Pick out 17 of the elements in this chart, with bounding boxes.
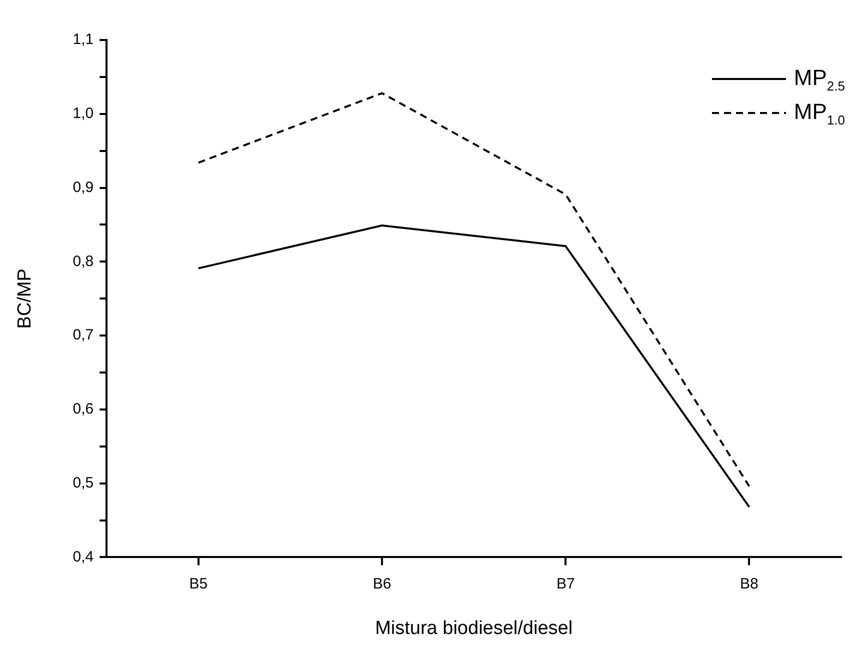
y-axis-title: BC/MP — [14, 268, 36, 329]
x-tick-label: B6 — [372, 575, 392, 592]
y-tick-label: 0,8 — [72, 252, 94, 270]
x-axis-title: Mistura biodiesel/diesel — [375, 618, 573, 639]
x-tick-label: B7 — [556, 575, 575, 592]
y-tick-label: 0,7 — [72, 326, 94, 344]
y-tick-label: 0,9 — [72, 178, 94, 196]
x-tick-label: B8 — [740, 575, 758, 592]
y-tick-label: 0,6 — [72, 400, 94, 418]
y-tick-label: 1,0 — [72, 105, 94, 122]
line-series — [197, 92, 750, 488]
y-tick-label: 0,4 — [72, 548, 94, 566]
y-tick-label: 1,1 — [72, 31, 94, 48]
legend-label: MP$_{2.5}$ — [794, 64, 845, 94]
x-tick-label: B5 — [189, 575, 208, 592]
legend-label: MP$_{1.0}$ — [794, 98, 845, 128]
y-tick-label: 0,5 — [72, 474, 94, 492]
